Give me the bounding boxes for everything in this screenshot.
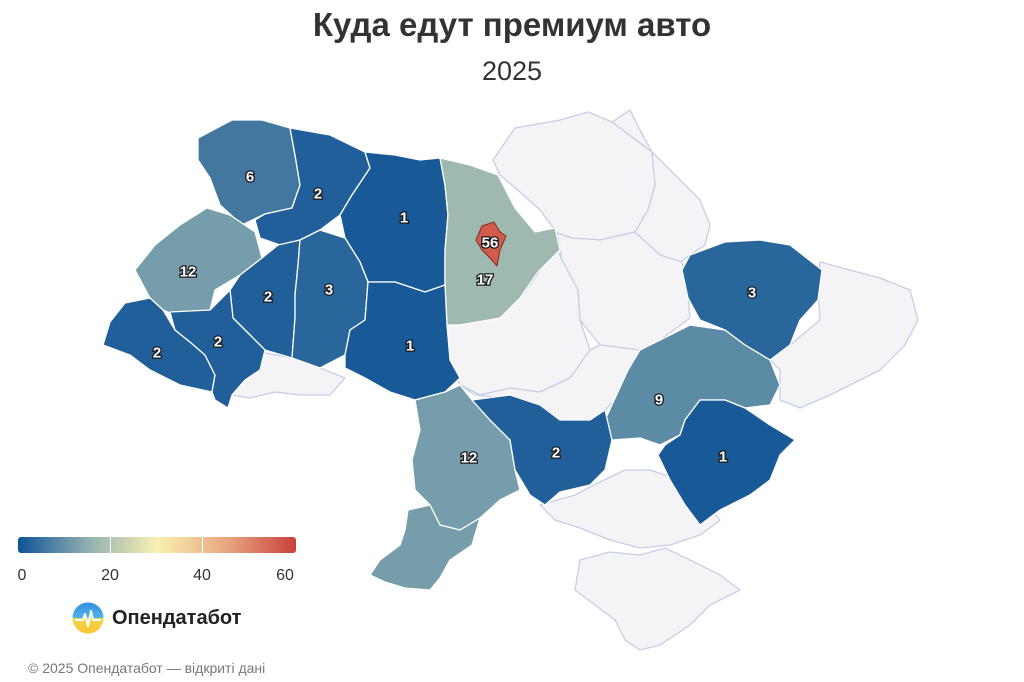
color-legend: 0 20 40 60 (18, 537, 296, 587)
region-ivano-frankivsk[interactable] (169, 289, 266, 409)
legend-separator (110, 537, 111, 553)
region-kharkiv[interactable] (681, 239, 823, 361)
label-ivano-frankivsk: 2 (214, 334, 222, 351)
label-zaporizhzhia: 1 (719, 449, 727, 466)
copyright-footer: © 2025 Опендатабот — відкриті дані (28, 660, 266, 676)
brand-name: Опендатабот (112, 606, 242, 629)
label-lviv: 12 (180, 264, 197, 281)
region-kherson-north[interactable] (471, 394, 613, 506)
legend-tick-1: 20 (101, 567, 119, 584)
label-dnipropetrovsk: 9 (655, 392, 663, 409)
label-kherson-north: 2 (552, 445, 560, 462)
label-zhytomyr: 1 (400, 210, 408, 227)
brand[interactable]: Опендатабот (72, 602, 241, 634)
label-rivne: 2 (314, 186, 322, 203)
no-data-regions (231, 109, 919, 651)
region-crimea[interactable] (574, 547, 741, 651)
label-kyiv-oblast: 17 (477, 272, 494, 289)
map-title: Куда едут премиум авто (312, 6, 712, 43)
data-regions (102, 119, 823, 591)
label-kyiv-city: 56 (482, 235, 499, 252)
legend-separator (202, 537, 203, 553)
label-mykolaiv: 12 (461, 450, 478, 467)
region-value-labels: 6 2 1 56 17 12 2 3 1 2 2 3 9 1 12 2 (152, 167, 758, 468)
label-zakarpattia: 2 (153, 345, 161, 362)
region-kyiv-city[interactable] (475, 221, 507, 267)
region-zaporizhzhia[interactable] (657, 399, 796, 526)
legend-tick-2: 40 (193, 567, 211, 584)
legend-tick-0: 0 (17, 567, 27, 584)
label-ternopil: 2 (264, 289, 272, 306)
label-vinnytsia: 1 (406, 338, 414, 355)
legend-color-scale (18, 537, 296, 553)
label-kharkiv: 3 (748, 285, 756, 302)
region-luhansk[interactable] (769, 261, 919, 409)
label-volyn: 6 (246, 169, 254, 186)
label-khmelnytskyi: 3 (325, 282, 333, 299)
region-odesa[interactable] (369, 504, 481, 591)
legend-tick-3: 60 (276, 567, 294, 584)
map-subtitle: 2025 (481, 56, 543, 86)
region-mykolaiv[interactable] (411, 384, 521, 531)
opendatabot-logo-icon (72, 602, 104, 634)
